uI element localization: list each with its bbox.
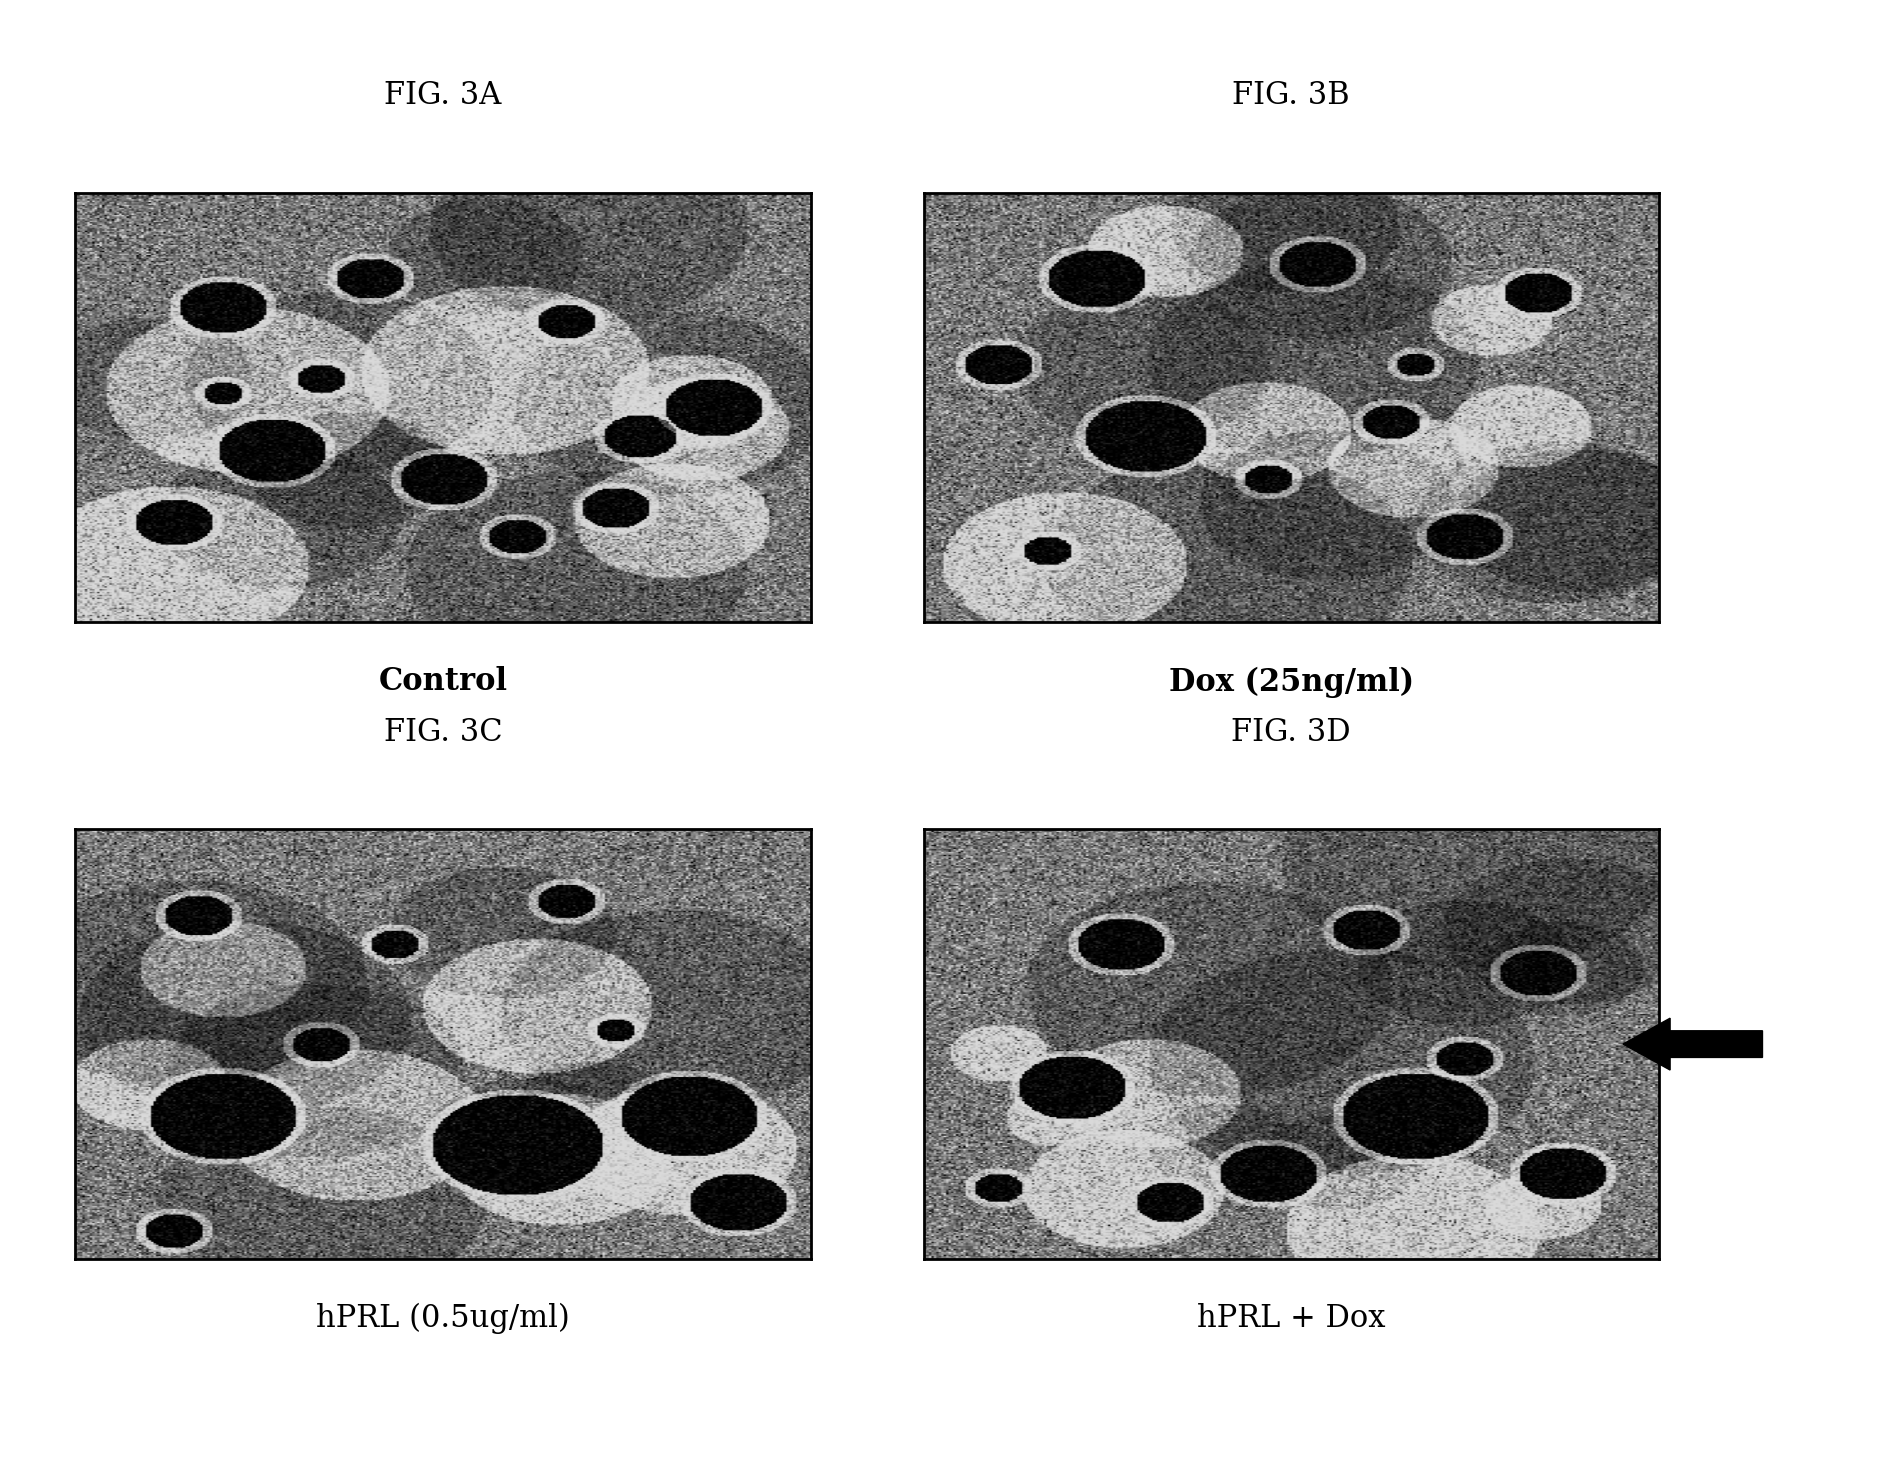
Text: FIG. 3D: FIG. 3D (1231, 717, 1352, 748)
Text: FIG. 3C: FIG. 3C (385, 717, 501, 748)
Text: FIG. 3B: FIG. 3B (1233, 80, 1350, 111)
Text: Control: Control (379, 666, 507, 698)
Text: hPRL + Dox: hPRL + Dox (1197, 1303, 1385, 1334)
Text: hPRL (0.5ug/ml): hPRL (0.5ug/ml) (317, 1303, 569, 1334)
Text: FIG. 3A: FIG. 3A (385, 80, 501, 111)
Text: Dox (25ng/ml): Dox (25ng/ml) (1169, 666, 1414, 698)
